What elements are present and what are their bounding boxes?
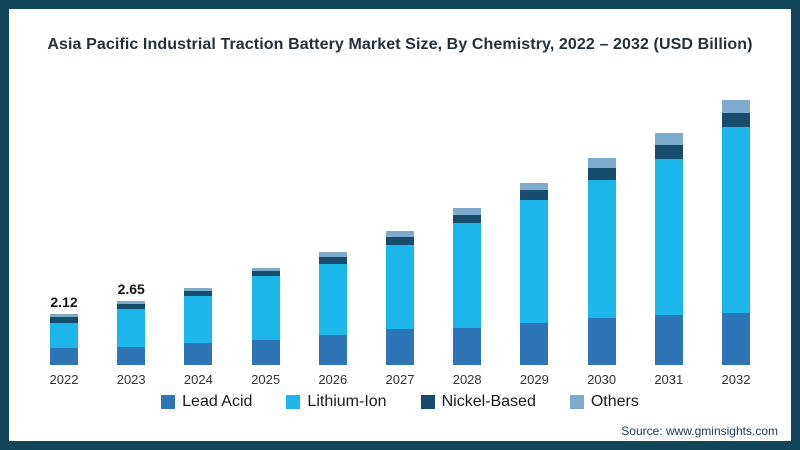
bar-segment-2031-others bbox=[654, 133, 683, 146]
bar-segment-2032-nickel-based bbox=[722, 113, 750, 128]
x-tick-2030: 2030 bbox=[587, 372, 617, 387]
x-tick-2031: 2031 bbox=[654, 372, 684, 387]
bar-segment-2022-others bbox=[50, 313, 78, 317]
bar-segment-2031-lead-acid bbox=[654, 314, 683, 365]
bar-segment-2022-lithium-ion bbox=[50, 322, 78, 348]
legend: Lead Acid Lithium-Ion Nickel-Based Others bbox=[0, 393, 800, 411]
legend-label: Lead Acid bbox=[182, 393, 253, 410]
legend-swatch-icon bbox=[420, 395, 435, 409]
bar-segment-2027-lead-acid bbox=[386, 328, 414, 365]
bar-segment-2022-nickel-based bbox=[50, 316, 78, 323]
bar-segment-2032-lithium-ion bbox=[722, 127, 750, 314]
total-label-2022: 2.12 bbox=[50, 293, 78, 310]
bar-segment-2023-lithium-ion bbox=[117, 308, 146, 348]
bar-segment-2025-lead-acid bbox=[251, 339, 280, 365]
bar-segment-2028-others bbox=[453, 207, 482, 215]
source-attribution: Source: www.gminsights.com bbox=[621, 424, 778, 438]
bar-segment-2027-lithium-ion bbox=[386, 245, 414, 329]
x-tick-2028: 2028 bbox=[452, 372, 482, 387]
bar-segment-2026-lead-acid bbox=[318, 334, 347, 365]
bar-segment-2024-lead-acid bbox=[184, 343, 213, 365]
bar-segment-2023-lead-acid bbox=[117, 347, 146, 365]
legend-item-nickel-based: Nickel-Based bbox=[420, 393, 536, 411]
bar-segment-2032-lead-acid bbox=[722, 313, 750, 365]
legend-item-others: Others bbox=[569, 393, 639, 411]
bar-segment-2025-lithium-ion bbox=[251, 276, 280, 340]
x-tick-2024: 2024 bbox=[183, 372, 213, 387]
x-tick-2023: 2023 bbox=[116, 372, 146, 387]
bar-segment-2031-nickel-based bbox=[654, 145, 683, 160]
bar-segment-2027-others bbox=[386, 230, 414, 237]
legend-item-lithium-ion: Lithium-Ion bbox=[286, 393, 387, 411]
bar-segment-2029-others bbox=[520, 183, 549, 191]
bar-segment-2029-nickel-based bbox=[520, 190, 549, 201]
x-tick-2027: 2027 bbox=[385, 372, 415, 387]
x-tick-2026: 2026 bbox=[318, 372, 348, 387]
bar-segment-2028-nickel-based bbox=[453, 214, 482, 224]
bar-segment-2023-nickel-based bbox=[117, 304, 146, 309]
bar-segment-2031-lithium-ion bbox=[654, 159, 683, 315]
legend-label: Nickel-Based bbox=[441, 393, 536, 410]
x-tick-2029: 2029 bbox=[519, 372, 549, 387]
bar-segment-2026-lithium-ion bbox=[318, 263, 347, 335]
bar-segment-2030-lead-acid bbox=[587, 318, 616, 365]
bar-segment-2032-others bbox=[722, 100, 750, 114]
chart-title: Asia Pacific Industrial Traction Battery… bbox=[47, 36, 753, 53]
legend-swatch-icon bbox=[569, 395, 584, 409]
legend-swatch-icon bbox=[286, 395, 301, 409]
x-tick-2022: 2022 bbox=[49, 372, 79, 387]
bar-segment-2030-others bbox=[587, 158, 616, 168]
bar-segment-2025-nickel-based bbox=[251, 270, 280, 277]
bar-segment-2028-lithium-ion bbox=[453, 223, 482, 328]
legend-label: Others bbox=[590, 393, 639, 410]
bar-segment-2024-others bbox=[184, 288, 213, 292]
bar-segment-2030-lithium-ion bbox=[587, 179, 616, 319]
bar-segment-2026-others bbox=[318, 251, 347, 257]
bar-segment-2029-lithium-ion bbox=[520, 200, 549, 323]
bar-segment-2029-lead-acid bbox=[520, 322, 549, 365]
bar-segment-2022-lead-acid bbox=[50, 347, 78, 365]
bar-segment-2027-nickel-based bbox=[386, 236, 414, 246]
legend-swatch-icon bbox=[161, 395, 176, 409]
bar-segment-2030-nickel-based bbox=[587, 167, 616, 180]
bar-segment-2024-nickel-based bbox=[184, 291, 213, 297]
bar-segment-2024-lithium-ion bbox=[184, 296, 213, 344]
total-label-2023: 2.65 bbox=[117, 281, 145, 298]
legend-item-lead-acid: Lead Acid bbox=[161, 393, 252, 411]
legend-label: Lithium-Ion bbox=[307, 393, 387, 410]
bar-segment-2023-others bbox=[117, 301, 146, 305]
x-tick-2025: 2025 bbox=[251, 372, 281, 387]
x-tick-2032: 2032 bbox=[721, 372, 751, 387]
bar-segment-2028-lead-acid bbox=[453, 327, 482, 365]
bar-segment-2026-nickel-based bbox=[318, 256, 347, 264]
bar-segment-2025-others bbox=[251, 268, 280, 271]
